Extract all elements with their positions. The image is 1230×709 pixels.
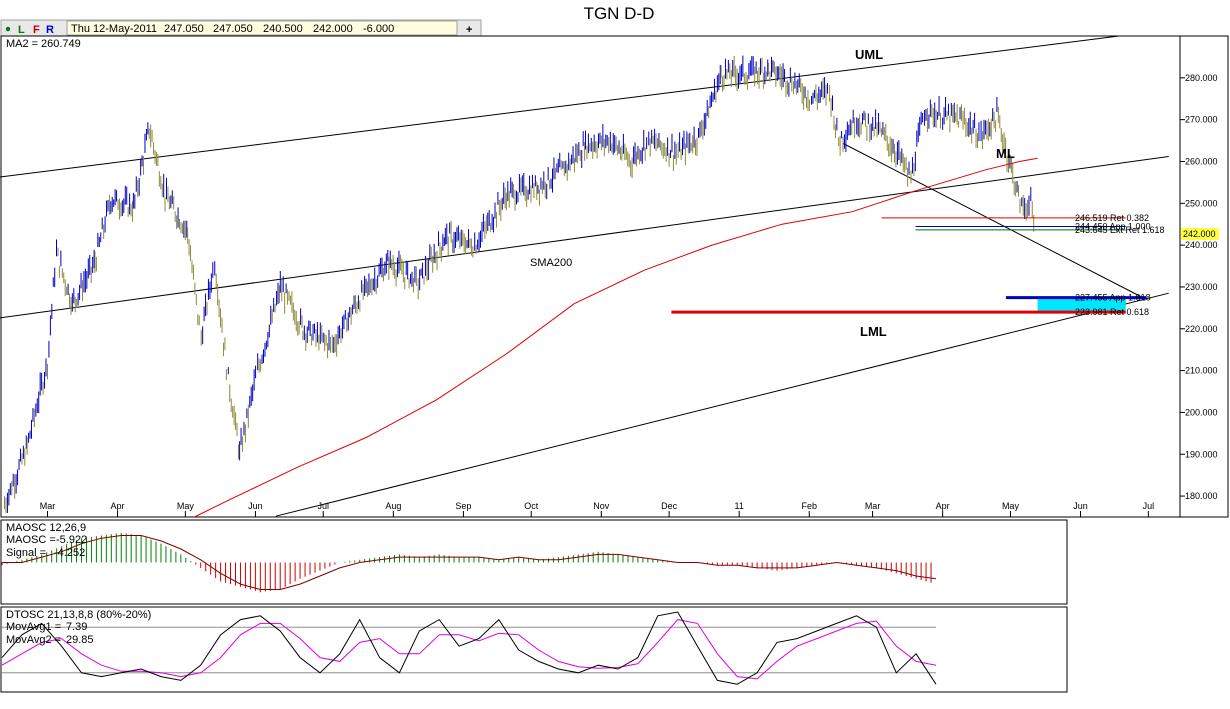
month-label: May <box>177 501 195 511</box>
dtosc-movavg1-label: MovAvg1 = <box>6 621 61 633</box>
price-axis: 180.000 190.000 200.000 210.000 220.000 230.0… <box>1180 73 1218 501</box>
last-price-flag-box <box>1181 228 1219 240</box>
month-label: Oct <box>524 501 539 511</box>
dtosc-panel <box>0 606 1068 693</box>
maosc-signal-value: -4.252 <box>54 547 85 559</box>
price-tick-label: 280.000 <box>1185 73 1218 83</box>
toolbar-button-r[interactable]: R <box>46 24 54 36</box>
month-label: May <box>1002 501 1020 511</box>
time-axis: Mar Apr May Jun Jul Aug Sep Oct Nov Dec 11 Feb Mar Ap… <box>40 501 1154 517</box>
month-label: Mar <box>40 501 56 511</box>
chart-title: TGN D-D <box>584 4 655 23</box>
target-zone <box>1037 297 1126 313</box>
maosc-plot <box>1 532 937 593</box>
toolbar-button-f[interactable]: F <box>33 24 40 36</box>
quote-low: 240.500 <box>263 23 303 35</box>
level-label: 246.519 Ret 0.382 <box>1075 213 1149 223</box>
maosc-signal-line <box>2 535 937 590</box>
toolbar-button-l[interactable]: L <box>18 24 25 36</box>
quote-change: -6.000 <box>363 23 394 35</box>
toolbar: L F R Thu 12-May-2011 247.050 247.050 24… <box>0 19 482 37</box>
month-label: Jul <box>1143 501 1155 511</box>
dtosc-movavg2-label: MovAvg2 = <box>6 634 61 646</box>
price-tick-label: 210.000 <box>1185 366 1218 376</box>
level-label: 243.645 Ext Ret 1.618 <box>1075 225 1165 235</box>
trend-line-lml <box>275 292 1169 517</box>
month-label: Jun <box>1073 501 1088 511</box>
month-label: 11 <box>735 501 744 511</box>
maosc-panel <box>0 519 1068 605</box>
ml-label: ML <box>996 146 1015 161</box>
level-label: 244.450 App 1.000 <box>1075 222 1151 232</box>
month-label: Mar <box>865 501 881 511</box>
ma-label: MA2 = <box>6 38 38 50</box>
month-label: Dec <box>661 501 678 511</box>
month-label: Sep <box>455 501 471 511</box>
trend-line-trend <box>842 143 1142 298</box>
maosc-label: MAOSC = <box>6 534 56 546</box>
quote-open: 247.050 <box>164 23 204 35</box>
level-label: 223.981 Ret 0.618 <box>1075 307 1149 317</box>
price-tick-label: 240.000 <box>1185 240 1218 250</box>
month-label: Jul <box>317 501 329 511</box>
dtosc-plot <box>1 611 937 685</box>
price-tick-label: 260.000 <box>1185 156 1218 166</box>
price-tick-label: 250.000 <box>1185 198 1218 208</box>
month-label: Aug <box>385 501 401 511</box>
quote-close: 242.000 <box>313 23 353 35</box>
dtosc-title: DTOSC 21,13,8,8 (80%-20%) <box>6 609 151 621</box>
dtosc-movavg2-value: 29.85 <box>66 634 94 646</box>
price-tick-label: 200.000 <box>1185 407 1218 417</box>
price-tick-label: 190.000 <box>1185 449 1218 459</box>
price-tick-label: 230.000 <box>1185 282 1218 292</box>
level-label: 227.455 App 1.618 <box>1075 293 1151 303</box>
last-price-flag: 242.000 <box>1181 228 1219 240</box>
price-tick-label: 220.000 <box>1185 324 1218 334</box>
month-label: Nov <box>593 501 610 511</box>
price-tick-label: 270.000 <box>1185 115 1218 125</box>
quote-date: Thu 12-May-2011 <box>71 23 157 35</box>
trend-line-ml <box>0 156 1169 319</box>
month-label: Apr <box>111 501 125 511</box>
main-plot-frame <box>0 35 1229 518</box>
dtosc-movavg2-line <box>1 619 937 680</box>
quote-high: 247.050 <box>213 23 253 35</box>
add-button[interactable]: + <box>466 24 472 36</box>
month-label: Jun <box>248 501 263 511</box>
month-label: Apr <box>936 501 950 511</box>
status-dot-icon <box>5 26 11 32</box>
maosc-signal-label: Signal = <box>6 547 46 559</box>
ma-value: 260.749 <box>41 38 81 50</box>
last-price-value: 242.000 <box>1183 229 1216 239</box>
maosc-title: MAOSC 12,26,9 <box>6 522 86 534</box>
quote-readout-box <box>66 20 458 36</box>
lml-label: LML <box>860 324 887 339</box>
trend-lines <box>0 35 1169 517</box>
dtosc-movavg1-value: 7.39 <box>66 621 87 633</box>
sma-line <box>194 157 1038 518</box>
trend-line-uml <box>0 35 1120 178</box>
dtosc-movavg1-line <box>1 611 937 685</box>
sma-label: SMA200 <box>530 257 572 269</box>
maosc-value: -5.922 <box>56 534 87 546</box>
uml-label: UML <box>855 47 883 62</box>
price-tick-label: 180.000 <box>1185 491 1218 501</box>
sma200-line <box>194 157 1038 518</box>
target-zone-box <box>1037 297 1126 313</box>
price-bars <box>4 55 1035 514</box>
month-label: Feb <box>802 501 818 511</box>
